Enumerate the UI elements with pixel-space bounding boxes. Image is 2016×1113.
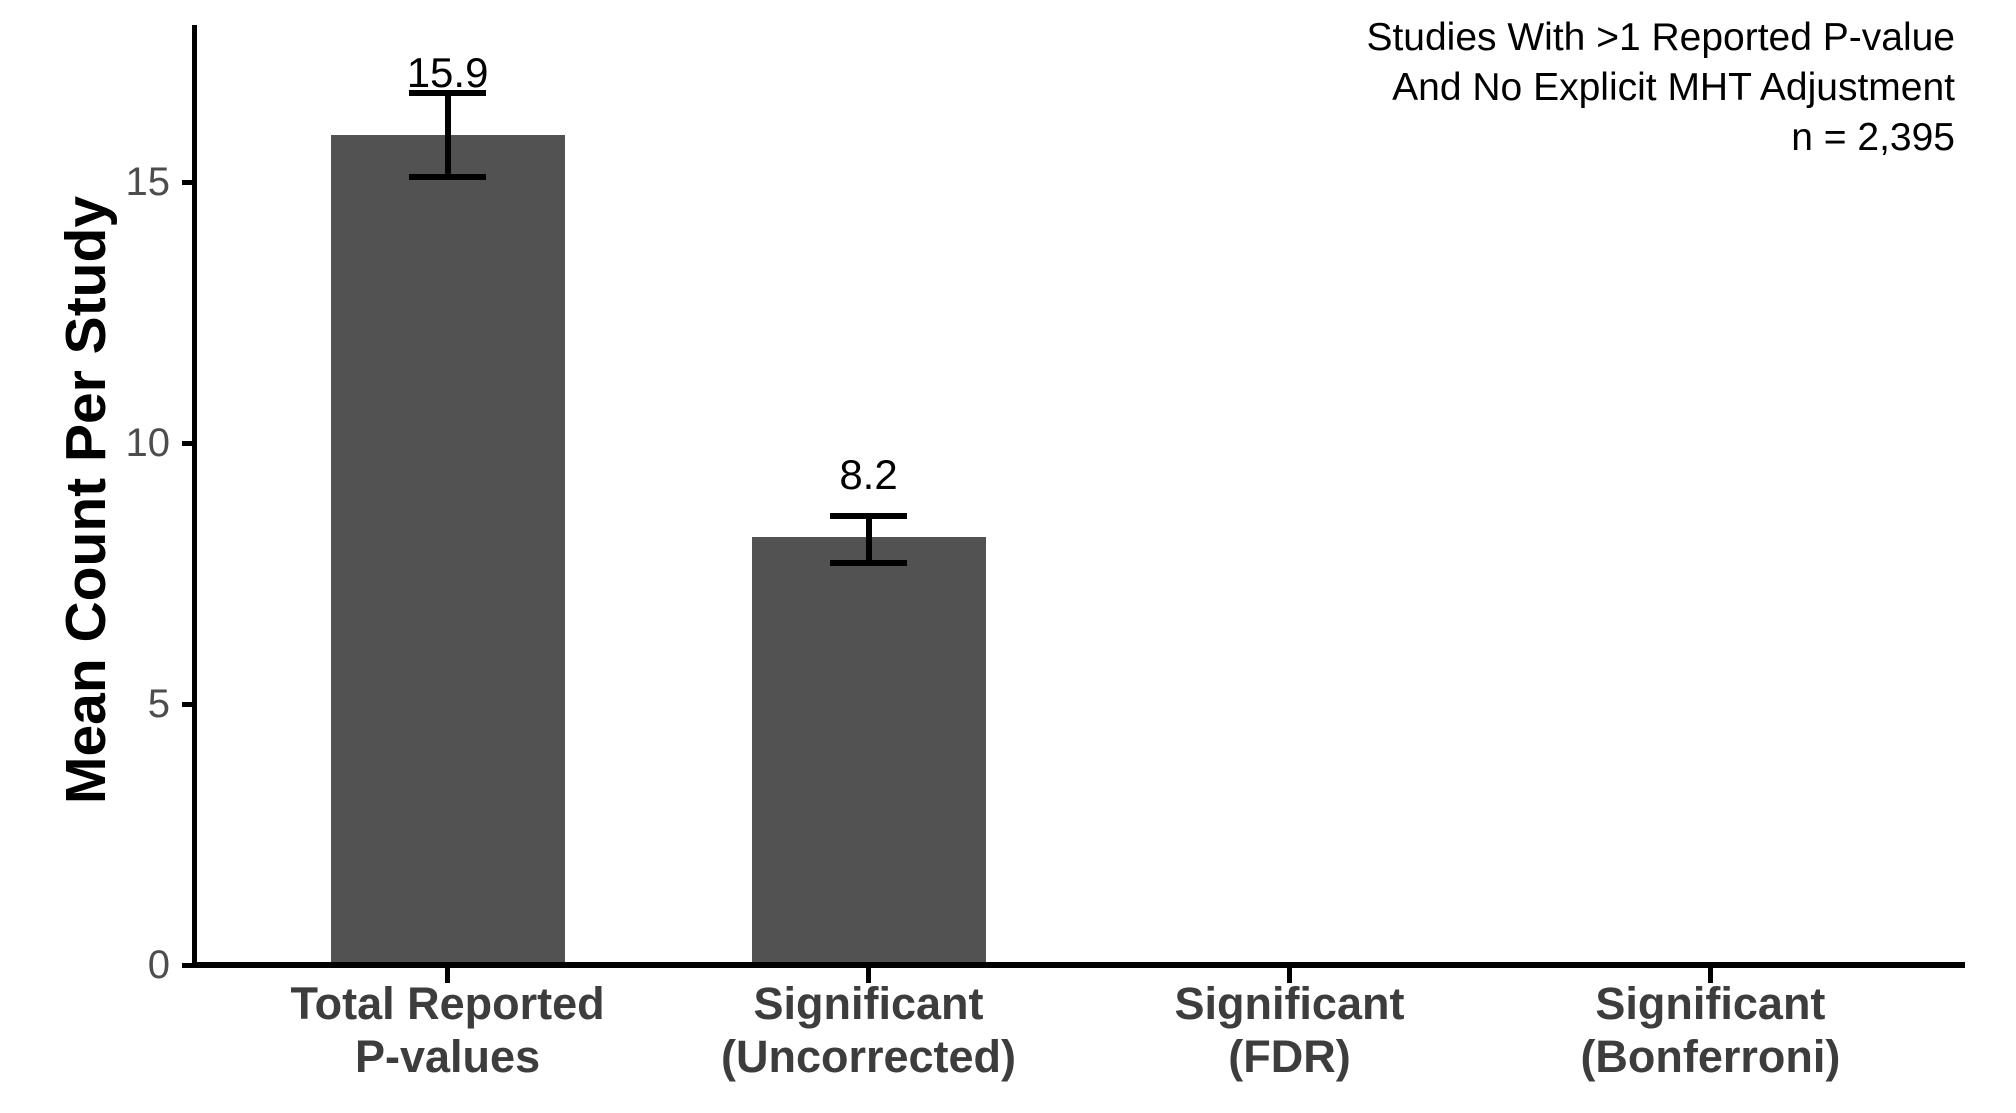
annotation-line: n = 2,395	[1791, 116, 1955, 159]
x-axis-tick	[1707, 968, 1713, 983]
y-tick-label: 0	[147, 943, 170, 987]
error-bar-cap-top	[409, 90, 487, 97]
x-tick-label: Total Reported P-values	[290, 978, 605, 1082]
error-bar-line	[865, 516, 872, 564]
y-axis-tick	[182, 962, 195, 968]
bar	[751, 536, 986, 967]
y-tick-label: 15	[125, 160, 171, 204]
x-axis-line	[192, 962, 1965, 968]
y-axis-tick	[182, 179, 195, 185]
annotation-line: And No Explicit MHT Adjustment	[1392, 66, 1955, 109]
error-bar-cap-top	[830, 513, 908, 520]
error-bar-line	[444, 93, 451, 177]
x-axis-tick	[1286, 968, 1292, 983]
chart-annotation: Studies With >1 Reported P-value And No E…	[1366, 13, 1955, 163]
error-bar-cap-bottom	[830, 560, 908, 567]
x-tick-label: Significant (Uncorrected)	[720, 978, 1017, 1082]
y-axis-tick	[182, 440, 195, 446]
error-bar-cap-bottom	[409, 173, 487, 180]
bar-value-label: 8.2	[839, 450, 898, 498]
bar	[330, 135, 565, 967]
y-tick-label: 10	[125, 421, 171, 465]
x-axis-tick	[445, 968, 451, 983]
y-tick-label: 5	[147, 682, 170, 726]
x-tick-label: Significant (Bonferroni)	[1580, 978, 1841, 1082]
x-tick-label: Significant (FDR)	[1174, 978, 1405, 1082]
y-axis-line	[192, 25, 197, 968]
annotation-line: Studies With >1 Reported P-value	[1366, 16, 1955, 59]
y-axis-tick	[182, 701, 195, 707]
x-axis-tick	[866, 968, 872, 983]
bar-value-label: 15.9	[406, 49, 489, 97]
